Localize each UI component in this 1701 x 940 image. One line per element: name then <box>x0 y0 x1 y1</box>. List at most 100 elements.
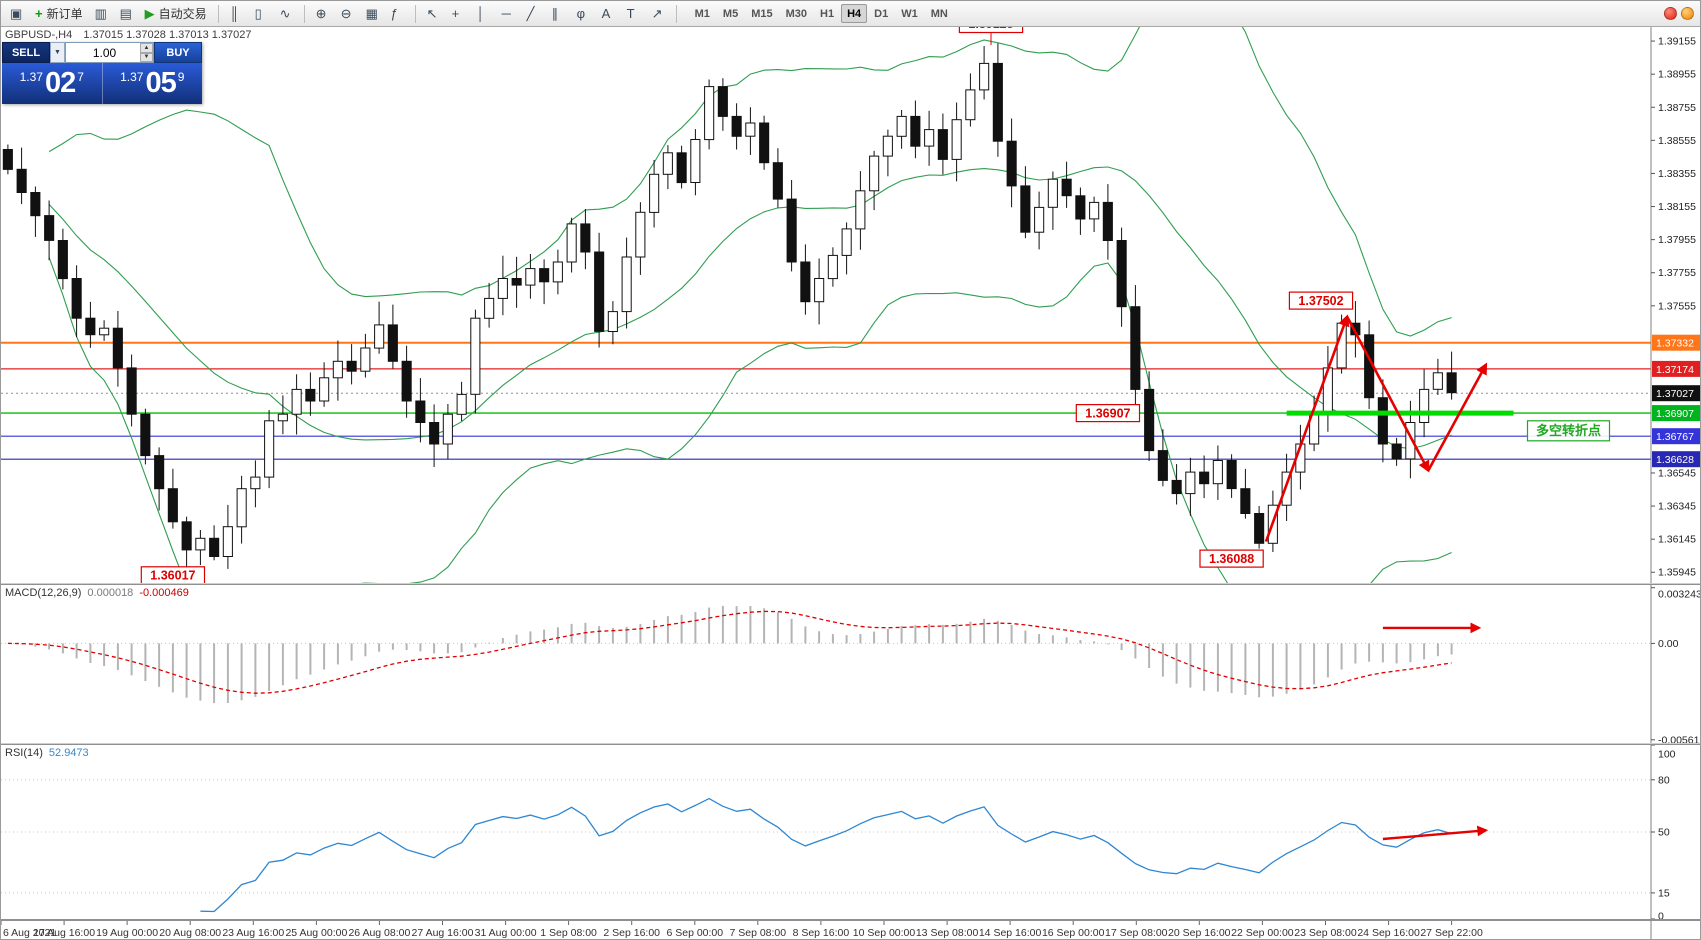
rsi-canvas[interactable]: 100 80 50 15 0 <box>1 745 1701 919</box>
indicators-button[interactable]: ƒ <box>386 3 409 24</box>
buy-price[interactable]: 1.37 05 9 <box>103 63 203 104</box>
equidistant-channel-button[interactable]: ∥ <box>547 3 570 24</box>
cursor-button[interactable]: ↖ <box>422 3 445 24</box>
svg-text:20 Aug 08:00: 20 Aug 08:00 <box>159 927 221 939</box>
pane-resize-handle[interactable] <box>1 743 1700 745</box>
buy-button[interactable]: BUY <box>154 42 202 63</box>
rsi-level-lines <box>1 779 1651 894</box>
price-annotations[interactable]: 1.39125 1.37502 1.36907 1.36017 1.36088 多空转折点 <box>140 27 1611 583</box>
horizontal-line-button[interactable]: ─ <box>497 3 520 24</box>
chart-windows-button[interactable]: ▥ <box>90 3 113 24</box>
svg-text:1.38955: 1.38955 <box>1658 69 1696 81</box>
volume-field-wrap: ▲ ▼ <box>65 42 154 63</box>
profiles-icon: ▤ <box>119 6 132 21</box>
price-chart-canvas[interactable]: 1.39125 1.37502 1.36907 1.36017 1.36088 多空转折点… <box>1 27 1701 583</box>
sell-price[interactable]: 1.37 02 7 <box>2 63 103 104</box>
svg-text:8 Sep 16:00: 8 Sep 16:00 <box>793 927 850 939</box>
sell-price-big: 02 <box>44 67 76 99</box>
svg-text:1.37502: 1.37502 <box>1298 294 1343 308</box>
svg-text:1.39155: 1.39155 <box>1658 36 1696 48</box>
vertical-line-button[interactable]: │ <box>472 3 495 24</box>
rsi-pane[interactable]: 100 80 50 15 0 RSI(14) 52.9473 <box>1 745 1701 919</box>
price-axis-labels: 1.39155 1.38955 1.38755 1.38555 1.38355 1.381… <box>1651 36 1700 579</box>
rsi-line <box>200 797 1452 913</box>
toolbar-separator <box>675 4 677 23</box>
candles <box>2 43 1457 569</box>
timeframe-m1[interactable]: M1 <box>689 4 716 23</box>
text-tool-button[interactable]: A <box>597 3 620 24</box>
svg-text:22 Sep 00:00: 22 Sep 00:00 <box>1231 927 1294 939</box>
one-click-trading-panel: SELL ▼ ▲ ▼ BUY 1.37 02 7 1.3 <box>2 42 202 104</box>
time-axis[interactable]: 6 Aug 2021 17 Aug 16:00 19 Aug 00:00 20 Aug… <box>1 919 1700 939</box>
notification-orange-icon[interactable] <box>1681 7 1694 20</box>
macd-canvas[interactable]: 0.003243 0.00 -0.005616 <box>1 585 1701 743</box>
fibonacci-button[interactable]: φ <box>572 3 595 24</box>
svg-text:25 Aug 00:00: 25 Aug 00:00 <box>285 927 347 939</box>
svg-text:20 Sep 16:00: 20 Sep 16:00 <box>1168 927 1231 939</box>
line-chart-button[interactable]: ∿ <box>275 3 298 24</box>
timeframe-w1[interactable]: W1 <box>895 4 924 23</box>
svg-text:1.39125: 1.39125 <box>968 27 1013 31</box>
svg-text:1.35945: 1.35945 <box>1658 567 1696 579</box>
new-chart-button[interactable]: ▣ <box>5 3 28 24</box>
bar-chart-button[interactable]: ║ <box>225 3 248 24</box>
crosshair-button[interactable]: + <box>447 3 470 24</box>
label-tool-button[interactable]: T <box>622 3 645 24</box>
sell-button[interactable]: SELL <box>2 42 50 63</box>
toolbar-separator <box>217 4 219 23</box>
pane-resize-handle[interactable] <box>1 583 1700 585</box>
timeframe-m30[interactable]: M30 <box>780 4 813 23</box>
svg-text:-0.005616: -0.005616 <box>1658 734 1701 743</box>
chart-header: GBPUSD-,H4 1.37015 1.37028 1.37013 1.370… <box>5 29 252 41</box>
timeframe-m15[interactable]: M15 <box>745 4 778 23</box>
volume-up-button[interactable]: ▲ <box>140 43 153 53</box>
timeframe-d1[interactable]: D1 <box>868 4 894 23</box>
price-chart-pane[interactable]: 1.39125 1.37502 1.36907 1.36017 1.36088 多空转折点… <box>1 27 1701 583</box>
bid-ask-display[interactable]: 1.37 02 7 1.37 05 9 <box>2 63 202 104</box>
rsi-trend-arrow[interactable] <box>1382 825 1489 841</box>
timeframe-h1[interactable]: H1 <box>814 4 840 23</box>
volume-down-button[interactable]: ▼ <box>140 52 153 62</box>
svg-text:15: 15 <box>1658 887 1670 899</box>
profiles-button[interactable]: ▤ <box>115 3 138 24</box>
timeframe-mn[interactable]: MN <box>925 4 954 23</box>
horizontal-line-icon: ─ <box>501 6 511 21</box>
trend-arrows[interactable] <box>1264 314 1488 543</box>
horizontal-level-lines[interactable] <box>1 341 1651 460</box>
rsi-label-row: RSI(14) 52.9473 <box>5 747 89 759</box>
svg-text:1.37332: 1.37332 <box>1656 338 1694 350</box>
new-order-label: 新订单 <box>46 7 83 21</box>
timeframe-h4[interactable]: H4 <box>841 4 868 23</box>
svg-text:10 Sep 00:00: 10 Sep 00:00 <box>853 927 916 939</box>
zoom-in-button[interactable]: ⊕ <box>311 3 334 24</box>
text-tool-icon: A <box>601 6 611 21</box>
equidistant-channel-icon: ∥ <box>551 6 559 21</box>
trendline-button[interactable]: ╱ <box>522 3 545 24</box>
arrows-tool-button[interactable]: ↗ <box>647 3 670 24</box>
macd-pane[interactable]: 0.003243 0.00 -0.005616 MACD(12,26,9) 0.000… <box>1 585 1701 743</box>
volume-input[interactable] <box>66 43 153 62</box>
svg-text:19 Aug 00:00: 19 Aug 00:00 <box>96 927 158 939</box>
volume-dropdown-button[interactable]: ▼ <box>50 42 65 63</box>
macd-label-row: MACD(12,26,9) 0.000018 -0.000469 <box>5 587 189 599</box>
svg-text:1.36345: 1.36345 <box>1658 501 1696 513</box>
indicators-icon: ƒ <box>390 6 398 21</box>
zoom-out-button[interactable]: ⊖ <box>336 3 359 24</box>
svg-text:1.36907: 1.36907 <box>1656 408 1694 420</box>
tile-windows-button[interactable]: ▦ <box>361 3 384 24</box>
macd-signal-line <box>7 610 1452 694</box>
candlestick-chart-button[interactable]: ▯ <box>250 3 273 24</box>
svg-text:27 Sep 22:00: 27 Sep 22:00 <box>1420 927 1483 939</box>
tile-windows-icon: ▦ <box>365 6 378 21</box>
notification-red-icon[interactable] <box>1664 7 1677 20</box>
svg-text:80: 80 <box>1658 774 1670 786</box>
macd-main-value: 0.000018 <box>87 587 134 599</box>
svg-text:1.37555: 1.37555 <box>1658 300 1696 312</box>
timeframe-m5[interactable]: M5 <box>717 4 744 23</box>
new-order-button[interactable]: + 新订单 <box>30 3 88 24</box>
new-order-icon: + <box>35 6 43 21</box>
auto-trading-button[interactable]: ▶ 自动交易 <box>140 3 212 24</box>
svg-text:1.38755: 1.38755 <box>1658 102 1696 114</box>
